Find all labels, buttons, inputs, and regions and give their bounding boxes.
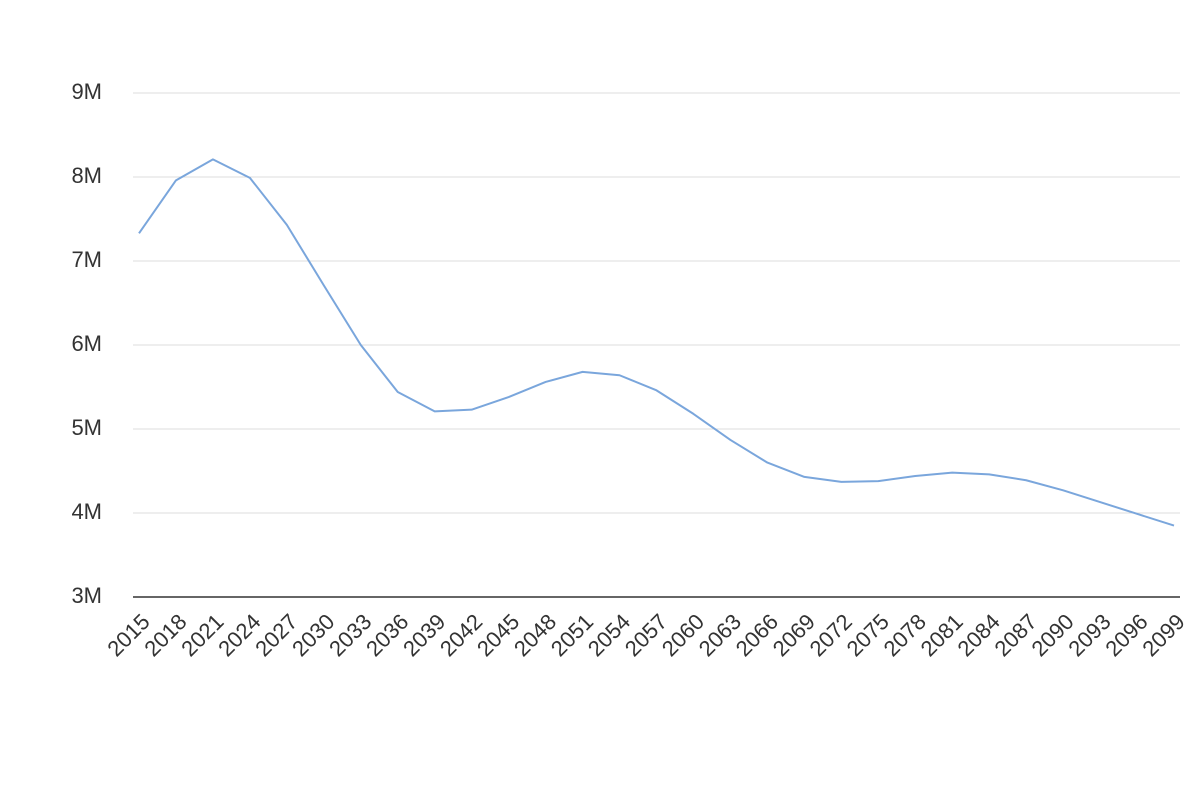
y-tick-label: 6M: [71, 331, 102, 356]
y-tick-label: 8M: [71, 163, 102, 188]
y-tick-label: 3M: [71, 583, 102, 608]
y-tick-label: 4M: [71, 499, 102, 524]
y-tick-label: 5M: [71, 415, 102, 440]
line: [138, 158, 1175, 527]
y-tick-label: 9M: [71, 79, 102, 104]
y-tick-label: 7M: [71, 247, 102, 272]
x-tick-label: 2099: [1137, 609, 1189, 661]
